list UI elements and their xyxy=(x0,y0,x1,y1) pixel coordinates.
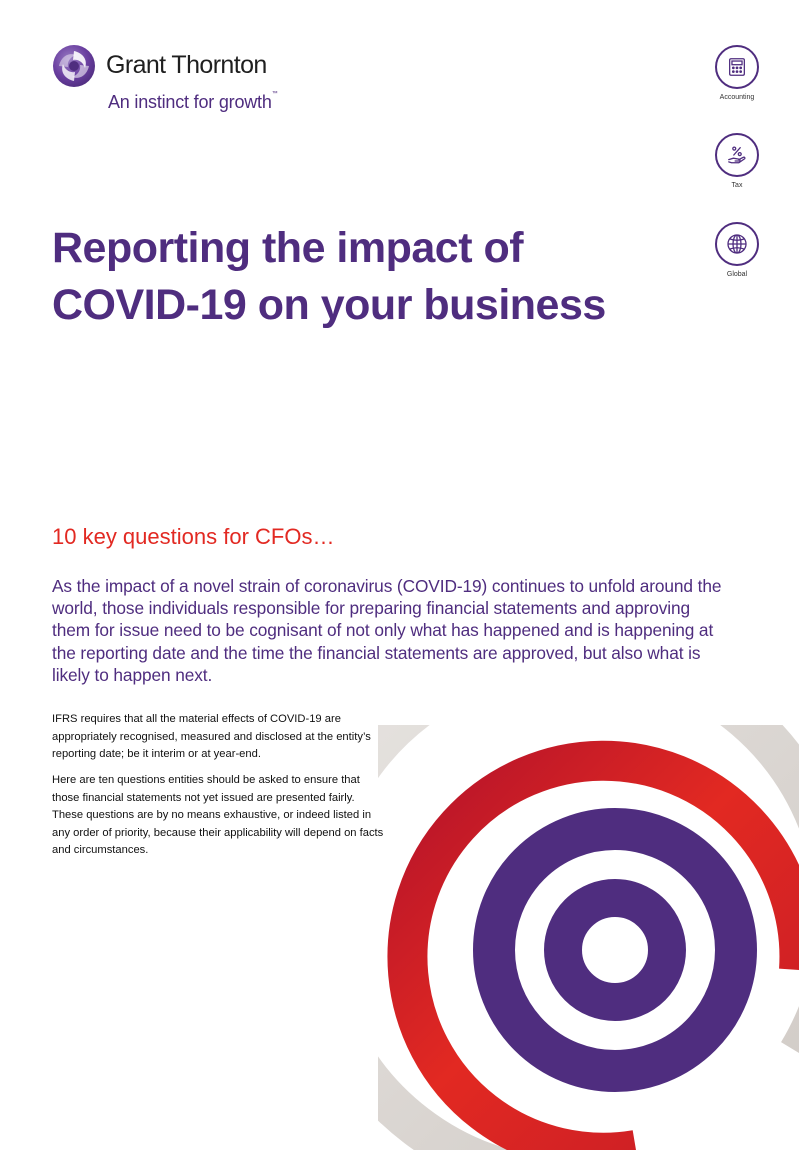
grant-thornton-logo-mark-icon xyxy=(53,45,95,87)
purple-outer-ring xyxy=(473,808,757,1092)
body-paragraph-1: IFRS requires that all the material effe… xyxy=(52,713,371,760)
brand-tagline: An instinct for growth™ xyxy=(108,91,278,113)
spiral-graphic xyxy=(378,725,799,1150)
calculator-icon xyxy=(715,45,759,89)
document-title: Reporting the impact of COVID-19 on your… xyxy=(52,224,606,329)
document-subtitle: 10 key questions for CFOs… xyxy=(52,524,335,549)
white-center xyxy=(583,918,647,982)
globe-icon xyxy=(715,222,759,266)
red-swirl xyxy=(387,740,799,1150)
intro-paragraph: As the impact of a novel strain of coron… xyxy=(52,576,722,685)
brand-tagline-text: An instinct for growth xyxy=(108,92,272,112)
brand-name: Grant Thornton xyxy=(106,51,267,79)
service-global: Global xyxy=(713,222,761,278)
service-label-accounting: Accounting xyxy=(719,94,755,101)
service-accounting: Accounting xyxy=(713,45,761,101)
purple-inner-ring xyxy=(544,879,686,1021)
grant-thornton-logo: Grant Thornton An instinct for growth™ xyxy=(52,43,312,123)
service-label-global: Global xyxy=(726,271,748,278)
trademark-symbol: ™ xyxy=(271,91,278,97)
body-paragraph-2: Here are ten questions entities should b… xyxy=(52,774,384,856)
service-tax: Tax xyxy=(713,133,761,189)
service-label-tax: Tax xyxy=(731,182,743,189)
percent-hand-icon xyxy=(715,133,759,177)
grey-swirl xyxy=(378,725,799,1150)
